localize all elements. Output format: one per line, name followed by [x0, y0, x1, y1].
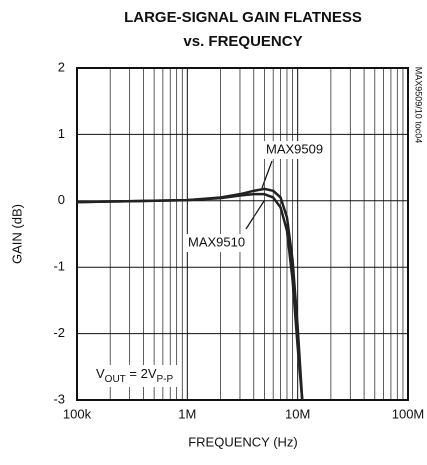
y-tick-label: 1 [58, 126, 65, 141]
annotation: VOUT = 2VP-P [96, 366, 174, 384]
series-label: MAX9509 [266, 141, 323, 156]
label-background [264, 141, 326, 159]
data-line [76, 192, 304, 401]
y-tick-label: 2 [58, 59, 65, 74]
label-arrow [245, 200, 265, 230]
y-axis-label: GAIN (dB) [9, 204, 24, 264]
y-tick-label: 0 [58, 192, 65, 207]
plot-frame [76, 67, 409, 401]
chart-subtitle: vs. FREQUENCY [183, 33, 302, 50]
side-note: MAX9509/10 toc04 [414, 67, 424, 144]
annotation-background [93, 365, 179, 387]
y-tick-label: -2 [53, 325, 65, 340]
label-arrow [261, 160, 273, 189]
x-tick-label: 1M [178, 406, 196, 421]
y-tick-label: -1 [53, 259, 65, 274]
annotation-part: OUT [105, 374, 126, 385]
x-tick-label: 10M [285, 406, 310, 421]
x-axis-label: FREQUENCY (Hz) [188, 434, 298, 449]
chart-title: LARGE-SIGNAL GAIN FLATNESS [124, 9, 362, 26]
label-background [186, 234, 248, 252]
series-label: MAX9510 [188, 234, 245, 249]
y-tick-label: -3 [53, 391, 65, 406]
annotation-part: V [96, 366, 105, 381]
x-tick-label: 100M [392, 406, 425, 421]
annotation-part: = 2V [126, 366, 157, 381]
annotation-part: P-P [157, 374, 174, 385]
x-tick-label: 100k [63, 406, 92, 421]
